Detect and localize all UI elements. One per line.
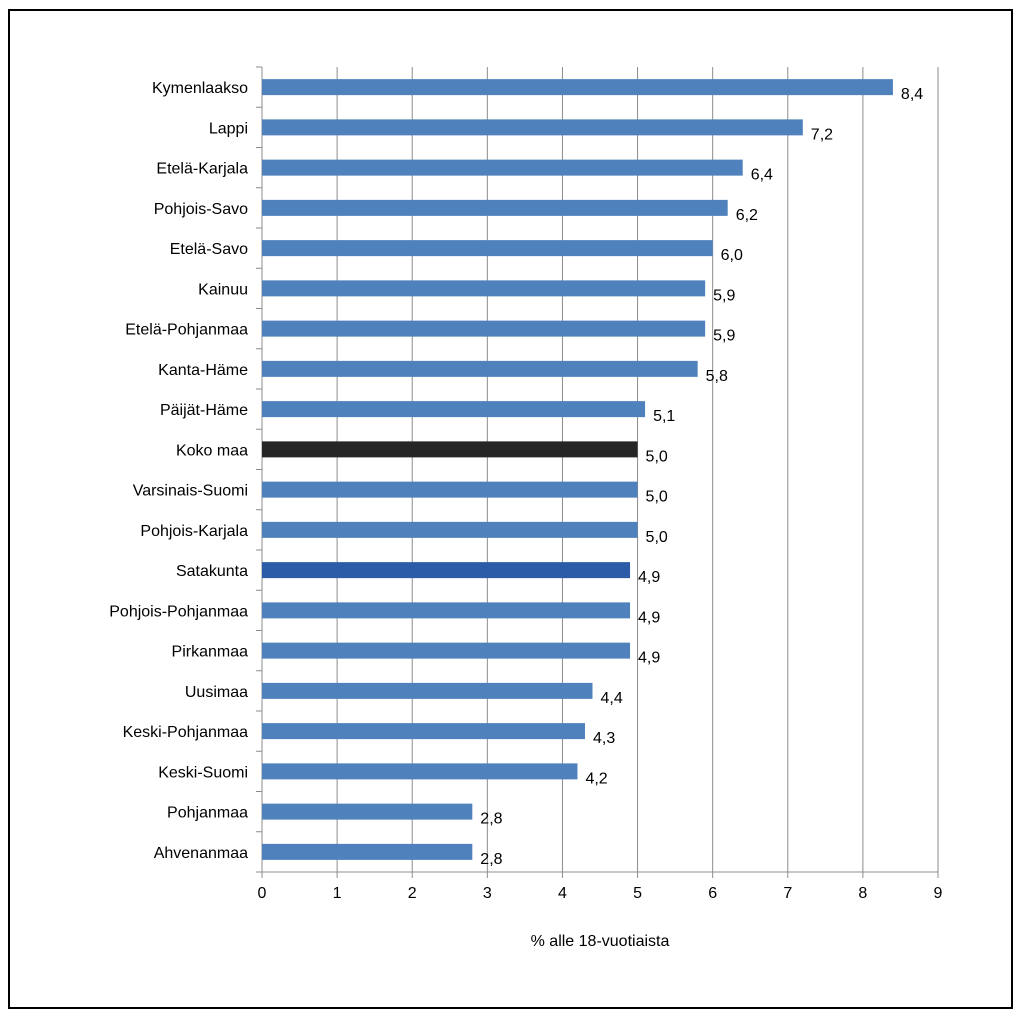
- category-label: Lappi: [209, 120, 248, 137]
- value-label: 4,3: [593, 730, 615, 747]
- bar: [262, 240, 713, 257]
- category-label: Pohjois-Pohjanmaa: [109, 603, 248, 620]
- category-label: Pohjanmaa: [167, 805, 248, 822]
- value-label: 5,1: [653, 408, 675, 425]
- category-label: Varsinais-Suomi: [133, 483, 248, 500]
- category-label: Kainuu: [198, 281, 248, 298]
- bar: [262, 843, 473, 860]
- bar: [262, 159, 743, 176]
- bar: [262, 521, 638, 538]
- value-label: 5,9: [713, 328, 735, 345]
- category-label: Keski-Pohjanmaa: [123, 724, 249, 741]
- x-tick-label: 0: [258, 885, 267, 902]
- gridlines: [256, 66, 939, 873]
- category-label: Päijät-Häme: [160, 402, 248, 419]
- value-label: 5,8: [706, 368, 728, 385]
- bar: [262, 360, 698, 377]
- category-label: Kanta-Häme: [158, 362, 248, 379]
- x-tick-label: 4: [558, 885, 567, 902]
- bar: [262, 682, 593, 699]
- x-tick-label: 2: [408, 885, 417, 902]
- bar: [262, 441, 638, 458]
- value-label: 4,2: [585, 770, 607, 787]
- category-label: Keski-Suomi: [158, 764, 248, 781]
- x-tick-label: 5: [633, 885, 642, 902]
- value-label: 7,2: [811, 126, 833, 143]
- category-label: Uusimaa: [185, 684, 248, 701]
- value-label: 5,0: [646, 489, 668, 506]
- category-label: Ahvenanmaa: [154, 845, 248, 862]
- bar: [262, 562, 631, 579]
- category-label: Kymenlaakso: [152, 80, 248, 97]
- bar: [262, 602, 631, 619]
- bar: [262, 642, 631, 659]
- bar: [262, 79, 893, 96]
- x-tick-label: 6: [708, 885, 717, 902]
- category-label: Etelä-Pohjanmaa: [125, 322, 248, 339]
- bar: [262, 401, 646, 418]
- category-label: Etelä-Savo: [170, 241, 248, 258]
- category-label: Koko maa: [176, 442, 248, 459]
- bar: [262, 320, 706, 337]
- bar: [262, 280, 706, 297]
- chart-frame: [8, 9, 1013, 1009]
- value-label: 5,0: [646, 448, 668, 465]
- value-label: 8,4: [901, 86, 923, 103]
- bar: [262, 199, 728, 216]
- value-label: 4,9: [638, 569, 660, 586]
- value-labels: 8,4 7,2 6,4 6,2 6,0 5,9 5,9 5,8 5,1 5,0 5,0 5,0 4,9 4…: [480, 86, 923, 868]
- value-label: 6,4: [751, 167, 773, 184]
- x-tick-label: 3: [483, 885, 492, 902]
- bar: [262, 481, 638, 498]
- category-label: Etelä-Karjala: [156, 161, 248, 178]
- value-label: 6,0: [721, 247, 743, 264]
- x-tick-label: 1: [333, 885, 342, 902]
- value-label: 4,9: [638, 650, 660, 667]
- category-label: Satakunta: [176, 563, 248, 580]
- x-axis-title: % alle 18-vuotiaista: [531, 933, 670, 950]
- value-label: 2,8: [480, 811, 502, 828]
- x-tick-label: 9: [934, 885, 943, 902]
- x-tick-label: 8: [858, 885, 867, 902]
- bar: [262, 803, 473, 820]
- category-label: Pohjois-Karjala: [140, 523, 248, 540]
- x-tick-label: 7: [783, 885, 792, 902]
- value-label: 4,9: [638, 609, 660, 626]
- value-label: 6,2: [736, 207, 758, 224]
- bar: [262, 119, 803, 136]
- value-label: 5,9: [713, 287, 735, 304]
- bar: [262, 723, 585, 740]
- bars: [262, 79, 893, 860]
- x-axis-ticks: 0 1 2 3 4 5 6 7 8 9: [258, 872, 943, 902]
- value-label: 2,8: [480, 851, 502, 868]
- value-label: 5,0: [646, 529, 668, 546]
- category-labels: Kymenlaakso Lappi Etelä-Karjala Pohjois-Sav…: [109, 80, 248, 862]
- category-label: Pirkanmaa: [172, 644, 249, 661]
- bar: [262, 763, 578, 780]
- category-label: Pohjois-Savo: [154, 201, 248, 218]
- value-label: 4,4: [600, 690, 622, 707]
